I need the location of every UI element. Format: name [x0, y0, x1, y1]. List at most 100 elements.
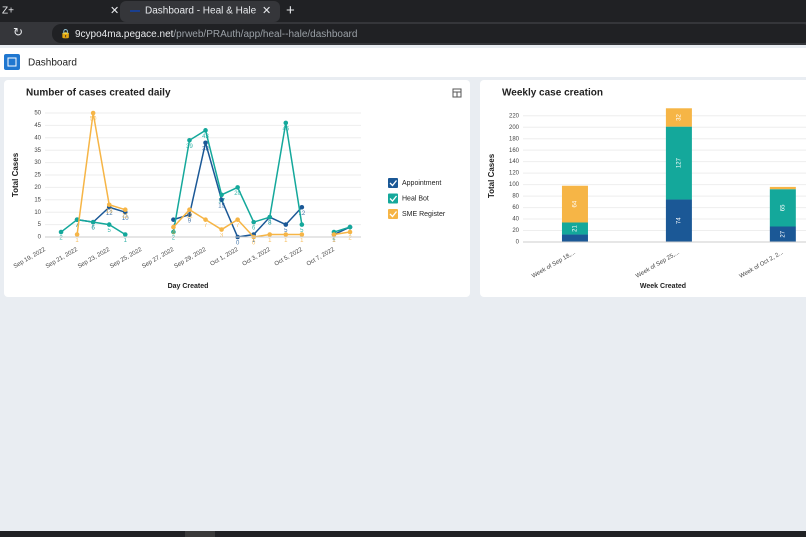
point	[219, 197, 224, 203]
point	[219, 227, 224, 232]
point	[267, 214, 273, 220]
y-tick-label: 20	[34, 185, 41, 191]
x-axis-title: Day Created	[168, 283, 209, 290]
point-label: 1	[75, 238, 79, 244]
y-tick-label: 45	[34, 123, 41, 129]
y-tick-label: 20	[512, 228, 519, 234]
bar-label: 21	[573, 225, 579, 232]
tab-icon	[130, 10, 140, 12]
y-tick-label: 140	[509, 159, 520, 165]
tab-close[interactable]: ✕	[262, 5, 271, 17]
point-label: 0	[252, 241, 256, 247]
legend-swatch[interactable]	[388, 178, 398, 188]
point-label: 2	[59, 236, 63, 242]
y-tick-label: 180	[509, 136, 520, 142]
y-tick-label: 40	[512, 217, 519, 223]
app-header	[0, 48, 806, 77]
reload-button[interactable]: ↻	[13, 25, 23, 39]
bar-label: 64	[573, 200, 579, 207]
point-label: 13	[106, 208, 113, 214]
new-tab[interactable]: +	[286, 2, 295, 19]
tab-close[interactable]: ✕	[110, 5, 119, 17]
card	[480, 80, 806, 297]
point-label: 7	[236, 223, 240, 229]
point-label: 2	[172, 236, 176, 242]
point-label: 3	[220, 233, 224, 239]
point-label: 9	[188, 218, 192, 224]
point-label: 5	[300, 228, 304, 234]
point	[283, 232, 289, 237]
chart-title: Number of cases created daily	[26, 88, 171, 99]
y-tick-label: 160	[509, 148, 520, 154]
point	[187, 207, 192, 213]
legend-swatch[interactable]	[388, 209, 398, 219]
point-label: 1	[268, 238, 272, 244]
point-label: 46	[282, 126, 289, 132]
point	[203, 217, 208, 222]
point-label: 6	[252, 226, 256, 232]
point-label: 0	[236, 241, 240, 247]
y-tick-label: 25	[34, 173, 41, 179]
point	[171, 217, 176, 222]
bar-label: 27	[780, 230, 786, 237]
point-label: 8	[268, 221, 272, 227]
point-label: 12	[298, 211, 305, 217]
point-label: 17	[218, 198, 225, 204]
chart-title: Weekly case creation	[502, 88, 603, 99]
y-axis-title: Total Cases	[487, 153, 496, 198]
point	[235, 217, 240, 222]
point-label: 1	[332, 238, 336, 244]
point-label: 1	[284, 238, 288, 244]
y-tick-label: 5	[38, 222, 42, 228]
y-tick-label: 100	[509, 182, 520, 188]
y-tick-label: 15	[34, 197, 41, 203]
bar-segment	[769, 226, 796, 242]
point	[267, 232, 273, 237]
active-tab[interactable]	[120, 1, 280, 22]
y-tick-label: 120	[509, 171, 520, 177]
legend-swatch[interactable]	[388, 193, 398, 204]
point	[122, 207, 128, 213]
point-label: 5	[284, 228, 288, 234]
point	[251, 219, 256, 225]
point-label: 11	[122, 213, 129, 219]
point-label: 1	[332, 238, 336, 244]
url-host: 9cypo4ma.pegace.net	[75, 29, 174, 40]
taskbar	[0, 531, 806, 537]
point	[171, 229, 176, 235]
legend-label: SME Register	[402, 211, 446, 218]
lock-icon: 🔒	[60, 28, 71, 38]
tab-title[interactable]: Z+	[2, 6, 14, 17]
point	[347, 229, 353, 235]
y-tick-label: 0	[38, 235, 42, 241]
legend-label: Appointment	[402, 180, 441, 187]
bar-segment	[561, 185, 588, 223]
point	[106, 222, 112, 227]
address-bar[interactable]	[52, 24, 806, 43]
point	[331, 232, 337, 237]
point	[90, 219, 96, 225]
point	[283, 222, 289, 227]
bar-segment	[665, 108, 692, 127]
taskbar-item	[185, 531, 215, 537]
point-label: 43	[202, 134, 209, 140]
point-label: 8	[268, 221, 272, 227]
point-label: 11	[186, 213, 193, 219]
calendar-icon[interactable]	[452, 88, 462, 98]
point-label: 6	[91, 226, 95, 232]
y-tick-label: 30	[34, 160, 41, 166]
point-label: 39	[186, 144, 193, 150]
bar-label: 65	[780, 204, 786, 211]
point	[122, 232, 128, 237]
y-tick-label: 35	[34, 148, 41, 154]
url[interactable]: 9cypo4ma.pegace.net/prweb/PRAuth/app/hea…	[75, 29, 357, 40]
y-axis-title: Total Cases	[11, 152, 20, 197]
point-label: 1	[252, 238, 256, 244]
point-label: 7	[75, 223, 79, 229]
bar-label: 32	[676, 113, 682, 120]
tab-title[interactable]: Dashboard - Heal & Hale	[145, 6, 257, 17]
bar-segment	[769, 186, 796, 190]
point-label: 7	[204, 223, 208, 229]
